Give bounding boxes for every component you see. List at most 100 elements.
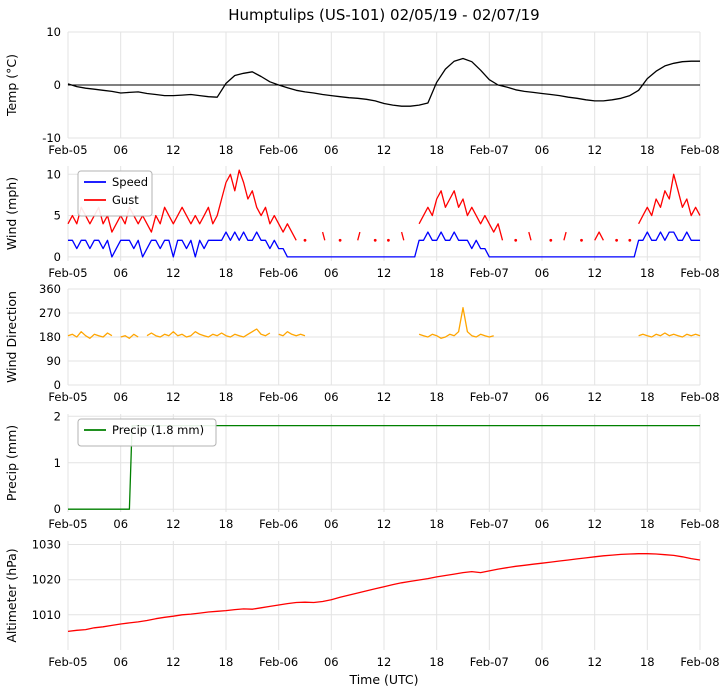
svg-text:Feb-06: Feb-06 bbox=[259, 390, 298, 404]
y-axis-label-wind-direction: Wind Direction bbox=[4, 291, 19, 383]
svg-text:0: 0 bbox=[54, 378, 61, 392]
svg-text:Feb-07: Feb-07 bbox=[470, 655, 509, 669]
svg-text:Feb-08: Feb-08 bbox=[680, 390, 719, 404]
subplot-wind: 0 5 10 Feb-05 06 12 18 Feb-06 06 12 18 Feb-07 06 12 18… bbox=[4, 166, 720, 280]
svg-text:0: 0 bbox=[54, 502, 61, 516]
svg-text:Feb-07: Feb-07 bbox=[470, 517, 509, 531]
series-precip-1-8-mm bbox=[68, 424, 700, 510]
svg-text:06: 06 bbox=[535, 143, 550, 157]
svg-text:06: 06 bbox=[535, 266, 550, 280]
svg-text:12: 12 bbox=[166, 266, 181, 280]
svg-text:12: 12 bbox=[166, 517, 181, 531]
y-tick-labels-wind: 0 5 10 bbox=[46, 167, 61, 264]
svg-text:Feb-06: Feb-06 bbox=[259, 517, 298, 531]
svg-text:Feb-05: Feb-05 bbox=[48, 517, 87, 531]
svg-text:18: 18 bbox=[219, 655, 234, 669]
figure-title: Humptulips (US-101) 02/05/19 - 02/07/19 bbox=[228, 6, 540, 24]
svg-text:06: 06 bbox=[324, 266, 339, 280]
svg-text:18: 18 bbox=[640, 517, 655, 531]
svg-text:Feb-08: Feb-08 bbox=[680, 266, 719, 280]
legend-entry-label: Speed bbox=[112, 175, 148, 189]
x-tick-labels-wind-direction: Feb-05 06 12 18 Feb-06 06 12 18 Feb-07 06 12 18 Feb-… bbox=[48, 390, 719, 404]
y-tick-labels-wind-direction: 0 90 180 270 360 bbox=[39, 282, 61, 392]
svg-text:12: 12 bbox=[377, 390, 392, 404]
legend-precip: Precip (1.8 mm) bbox=[77, 418, 217, 447]
svg-text:2: 2 bbox=[54, 409, 61, 423]
svg-text:18: 18 bbox=[640, 655, 655, 669]
svg-text:270: 270 bbox=[39, 306, 61, 320]
subplot-temp: -10 0 10 Feb-05 06 12 18 Feb-06 06 12 18 Feb-07 06 12… bbox=[4, 25, 720, 157]
series-temp bbox=[67, 57, 700, 107]
svg-text:1020: 1020 bbox=[32, 573, 61, 587]
svg-text:Feb-07: Feb-07 bbox=[470, 266, 509, 280]
svg-text:06: 06 bbox=[113, 655, 128, 669]
svg-text:12: 12 bbox=[587, 517, 602, 531]
svg-text:06: 06 bbox=[324, 143, 339, 157]
series-gust bbox=[67, 169, 701, 242]
svg-text:12: 12 bbox=[587, 655, 602, 669]
svg-text:12: 12 bbox=[166, 143, 181, 157]
x-tick-labels-temp: Feb-05 06 12 18 Feb-06 06 12 18 Feb-07 06 12 18 Feb-… bbox=[48, 143, 719, 157]
svg-text:18: 18 bbox=[429, 390, 444, 404]
svg-text:06: 06 bbox=[535, 517, 550, 531]
svg-text:06: 06 bbox=[535, 390, 550, 404]
y-tick-labels-altimeter: 1010 1020 1030 bbox=[32, 538, 61, 622]
svg-text:Feb-08: Feb-08 bbox=[680, 517, 719, 531]
y-tick-labels-precip: 0 1 2 bbox=[54, 409, 61, 516]
svg-text:06: 06 bbox=[324, 655, 339, 669]
svg-text:06: 06 bbox=[113, 143, 128, 157]
series-speed bbox=[68, 231, 700, 258]
svg-text:Feb-06: Feb-06 bbox=[259, 655, 298, 669]
svg-text:5: 5 bbox=[54, 209, 61, 223]
svg-text:18: 18 bbox=[429, 517, 444, 531]
svg-text:Feb-07: Feb-07 bbox=[470, 390, 509, 404]
svg-text:06: 06 bbox=[113, 390, 128, 404]
svg-text:06: 06 bbox=[324, 390, 339, 404]
svg-text:12: 12 bbox=[166, 655, 181, 669]
svg-text:18: 18 bbox=[640, 143, 655, 157]
svg-text:18: 18 bbox=[219, 266, 234, 280]
svg-text:0: 0 bbox=[54, 78, 61, 92]
x-tick-labels-precip: Feb-05 06 12 18 Feb-06 06 12 18 Feb-07 06 12 18 Feb-… bbox=[48, 517, 719, 531]
svg-text:18: 18 bbox=[429, 266, 444, 280]
gridlines-wind-direction bbox=[67, 288, 701, 386]
y-axis-label-precip: Precip (mm) bbox=[4, 425, 19, 501]
svg-text:18: 18 bbox=[640, 266, 655, 280]
svg-text:90: 90 bbox=[46, 354, 61, 368]
svg-text:Feb-06: Feb-06 bbox=[259, 266, 298, 280]
svg-text:Feb-05: Feb-05 bbox=[48, 143, 87, 157]
svg-text:Feb-07: Feb-07 bbox=[470, 143, 509, 157]
svg-text:12: 12 bbox=[166, 390, 181, 404]
svg-text:12: 12 bbox=[377, 143, 392, 157]
svg-text:-10: -10 bbox=[42, 131, 61, 145]
y-axis-label-wind: Wind (mph) bbox=[4, 177, 19, 250]
y-axis-label-temp: Temp (°C) bbox=[4, 54, 19, 117]
svg-text:Feb-05: Feb-05 bbox=[48, 655, 87, 669]
x-tick-labels-altimeter: Feb-05 06 12 18 Feb-06 06 12 18 Feb-07 06 12 18 Feb-… bbox=[48, 655, 719, 669]
y-tick-labels-temp: -10 0 10 bbox=[42, 25, 61, 145]
svg-text:180: 180 bbox=[39, 330, 61, 344]
svg-text:12: 12 bbox=[377, 266, 392, 280]
svg-text:1030: 1030 bbox=[32, 538, 61, 552]
svg-text:1: 1 bbox=[54, 456, 61, 470]
gridlines-precip bbox=[67, 414, 701, 512]
svg-text:0: 0 bbox=[54, 250, 61, 264]
svg-text:06: 06 bbox=[113, 517, 128, 531]
svg-text:18: 18 bbox=[219, 390, 234, 404]
svg-text:Feb-06: Feb-06 bbox=[259, 143, 298, 157]
legend-wind: Speed Gust bbox=[77, 170, 153, 217]
svg-text:12: 12 bbox=[587, 390, 602, 404]
svg-text:18: 18 bbox=[219, 517, 234, 531]
svg-text:10: 10 bbox=[46, 25, 61, 39]
svg-text:Feb-05: Feb-05 bbox=[48, 390, 87, 404]
svg-text:12: 12 bbox=[587, 143, 602, 157]
svg-text:12: 12 bbox=[587, 266, 602, 280]
svg-text:360: 360 bbox=[39, 282, 61, 296]
svg-text:18: 18 bbox=[219, 143, 234, 157]
svg-text:12: 12 bbox=[377, 517, 392, 531]
svg-text:18: 18 bbox=[640, 390, 655, 404]
